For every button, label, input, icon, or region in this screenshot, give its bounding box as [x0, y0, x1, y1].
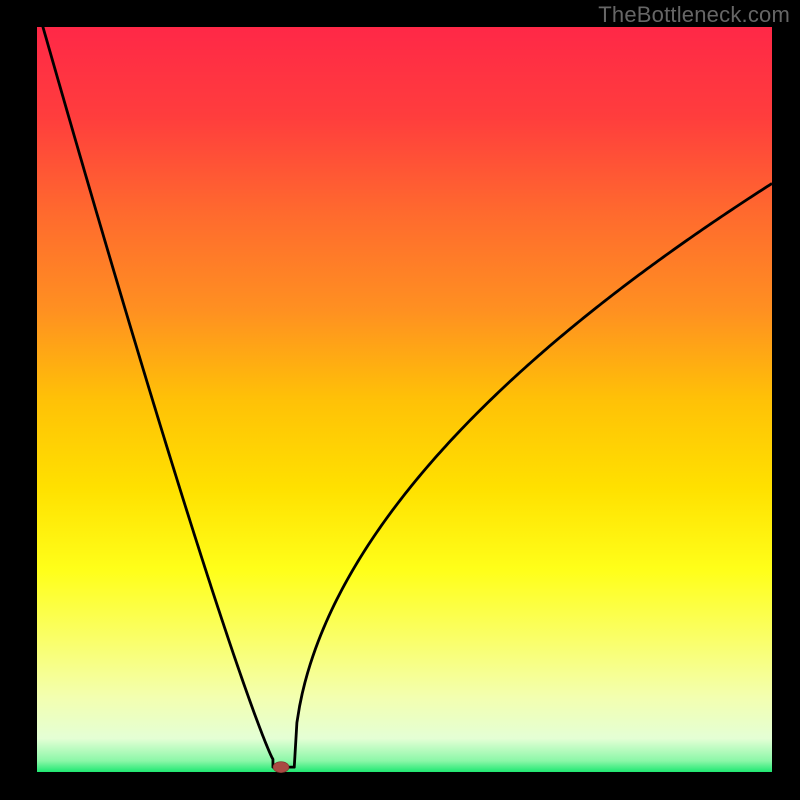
chart-container: { "watermark": { "text": "TheBottleneck.…	[0, 0, 800, 800]
bottleneck-chart	[0, 0, 800, 800]
optimal-point-marker	[273, 762, 289, 773]
plot-area	[37, 27, 772, 772]
watermark-text: TheBottleneck.com	[598, 2, 790, 28]
